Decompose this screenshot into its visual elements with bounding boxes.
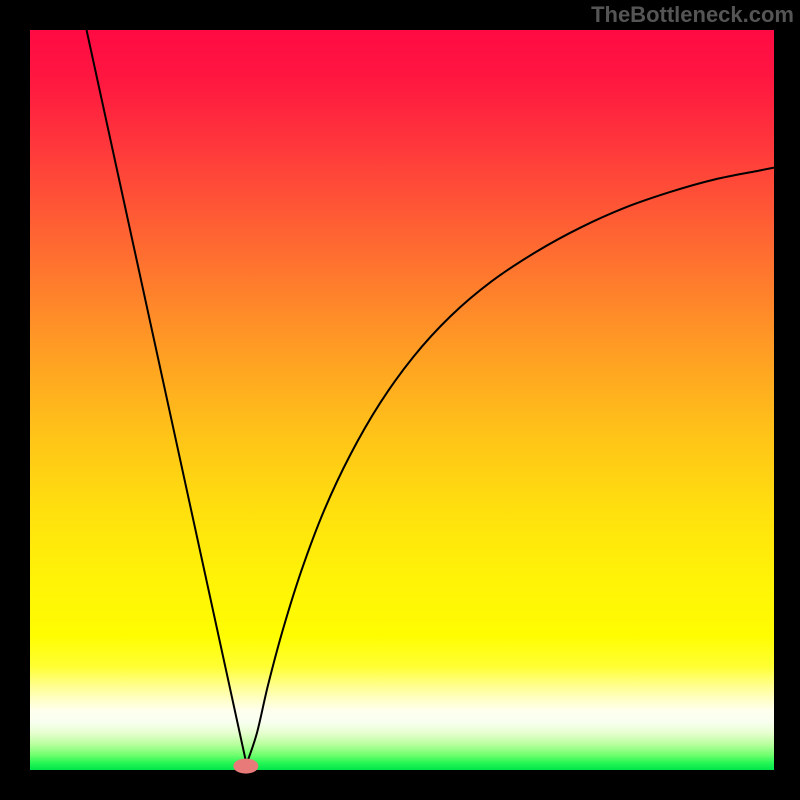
watermark-text: TheBottleneck.com [591,2,794,28]
optimum-marker [233,759,258,774]
bottleneck-curve [87,30,774,764]
chart-container: TheBottleneck.com [0,0,800,800]
curve-layer [0,0,800,800]
